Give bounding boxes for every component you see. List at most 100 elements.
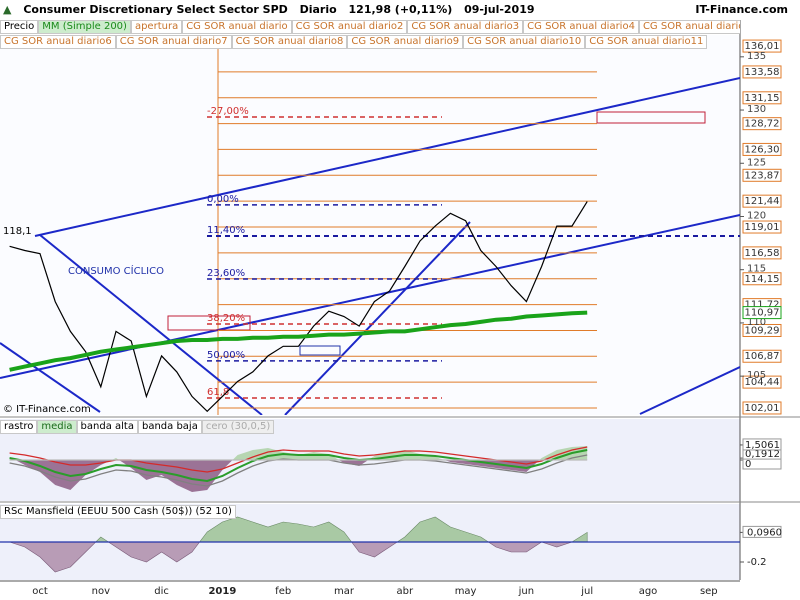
legend-entry: RSc Mansfield (EEUU 500 Cash (50$)) (52 … <box>0 505 236 519</box>
level-label-box <box>742 246 782 260</box>
x-tick-label: 2019 <box>208 586 236 597</box>
legend-entry: Precio <box>0 20 39 34</box>
y-tick-label: 105 <box>747 370 766 381</box>
header-title: Consumer Discretionary Select Sector SPD <box>23 3 288 16</box>
y-tick-label: 120 <box>747 210 766 221</box>
header-quote: 121,98 (+0,11%) <box>348 3 453 16</box>
x-tick-label: jun <box>518 586 534 597</box>
trend-lines <box>0 77 740 415</box>
level-label-box <box>742 142 782 156</box>
trend-line <box>639 366 740 415</box>
legend-entry: rastro <box>0 420 38 434</box>
level-label-box <box>742 323 782 337</box>
level-label: 133,58 <box>745 67 780 78</box>
level-label-box <box>742 375 782 389</box>
y-tick-label: 130 <box>747 104 766 115</box>
osc-area-pos <box>9 446 588 460</box>
legend-entry: MM (Simple 200) <box>38 20 131 34</box>
level-label: 106,87 <box>745 351 780 362</box>
legend-entry: CG SOR anual diario6 <box>0 35 116 49</box>
legend-row: CG SOR anual diario6 CG SOR anual diario7… <box>0 35 740 49</box>
level-label-box <box>742 349 782 363</box>
y-tick-label: 0 <box>745 459 751 470</box>
y-tick-label: -0.2 <box>747 557 767 568</box>
level-label: 102,01 <box>745 403 780 414</box>
y-tick-label: 0,1912 <box>745 449 780 460</box>
fib-label: -27,00% <box>207 106 249 117</box>
level-label: 126,30 <box>745 144 780 155</box>
legend-entry: media <box>37 420 77 434</box>
osc-line <box>9 449 588 483</box>
level-label-box <box>742 272 782 286</box>
legend-entry: CG SOR anual diario9 <box>347 35 464 49</box>
x-tick-label: may <box>455 586 477 597</box>
header: ▲ Consumer Discretionary Select Sector S… <box>0 0 800 19</box>
level-label-box <box>742 39 782 53</box>
price-line <box>9 201 588 413</box>
main-panel <box>0 35 740 415</box>
annotation: © IT-Finance.com <box>3 404 91 415</box>
legend-entry: CG SOR anual diario4 <box>523 20 639 34</box>
fib-label: 11,40% <box>207 225 245 236</box>
trend-line <box>284 221 471 415</box>
level-label: 131,15 <box>745 93 780 104</box>
x-tick-label: mar <box>334 586 355 597</box>
legend-entry: apertura <box>130 20 183 34</box>
x-tick-label: dic <box>154 586 169 597</box>
y-tick-label: 0,0960 <box>747 527 782 538</box>
annotation: 118,1 <box>3 226 32 237</box>
y-tick-label: 125 <box>747 157 766 168</box>
zone-box <box>299 345 341 356</box>
header-icon: ▲ <box>3 3 12 16</box>
legend-entry: CG SOR anual diario11 <box>585 35 708 49</box>
x-tick-label: nov <box>92 586 110 597</box>
ma-label-box <box>742 306 782 320</box>
legend-entry: banda alta <box>76 420 138 434</box>
legend-entry: banda baja <box>137 420 202 434</box>
ma-label: 110,97 <box>745 308 780 319</box>
rsc-area-neg <box>9 542 588 573</box>
header-period: Diario <box>299 3 337 16</box>
x-tick-label: feb <box>275 586 291 597</box>
legend-entry: CG SOR anual diario2 <box>291 20 408 34</box>
x-tick-label: abr <box>397 586 414 597</box>
level-label: 116,58 <box>745 248 780 259</box>
level-label: 136,01 <box>745 41 780 52</box>
legend-entry: CG SOR anual diario3 <box>407 20 524 34</box>
level-label-box <box>742 194 782 208</box>
level-label-box <box>742 65 782 79</box>
osc-area-neg <box>9 460 588 492</box>
osc-line <box>9 446 588 473</box>
y-tick-label: 115 <box>747 264 766 275</box>
level-label: 104,44 <box>745 377 780 388</box>
level-label-box <box>742 401 782 415</box>
level-label-box <box>742 168 782 182</box>
ma-line <box>9 310 588 372</box>
x-tick-label: sep <box>700 586 718 597</box>
level-label-box <box>742 220 782 234</box>
tick-box <box>742 438 782 451</box>
x-tick-label: ago <box>639 586 658 597</box>
x-tick-label: jul <box>580 586 593 597</box>
legend-row: RSc Mansfield (EEUU 500 Cash (50$)) (52 … <box>0 505 740 519</box>
level-label: 109,29 <box>745 325 780 336</box>
target-box <box>596 111 706 124</box>
legend-entry: CG SOR anual diario7 <box>115 35 232 49</box>
level-label: 121,44 <box>745 196 780 207</box>
header-site: IT-Finance.com <box>695 3 788 16</box>
level-label-box <box>742 91 782 105</box>
level-label: 114,15 <box>745 274 780 285</box>
level-label: 123,87 <box>745 170 780 181</box>
header-date: 09-jul-2019 <box>464 3 535 16</box>
fib-label: 61,8 <box>207 387 229 398</box>
x-tick-label: oct <box>32 586 48 597</box>
legend-entry: CG SOR anual diario5 <box>638 20 740 34</box>
level-label-box <box>742 117 782 131</box>
annotation: CONSUMO CÍCLICO <box>68 264 164 277</box>
legend-entry: cero (30,0,5) <box>201 420 275 434</box>
fib-label: 0,00% <box>207 194 239 205</box>
fib-label: 38,20% <box>207 313 245 324</box>
trend-line <box>0 342 101 413</box>
legend-row: Precio MM (Simple 200) apertura CG SOR anua… <box>0 20 740 34</box>
